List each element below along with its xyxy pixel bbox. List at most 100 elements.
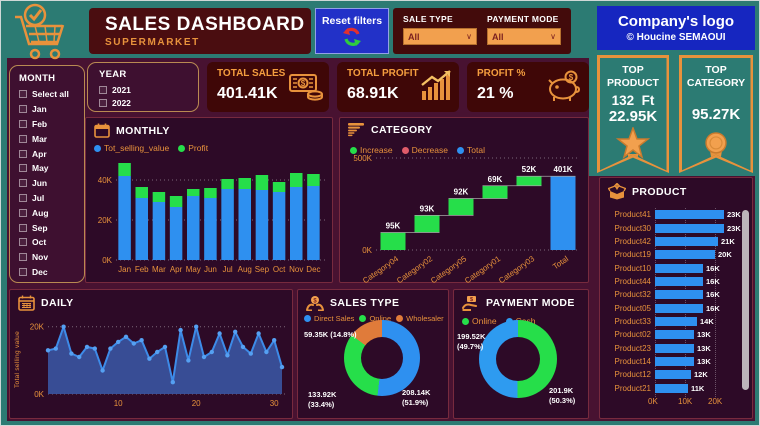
- checkbox-icon[interactable]: [19, 208, 27, 217]
- product-bar-Product12[interactable]: [655, 370, 691, 380]
- checkbox-icon[interactable]: [19, 253, 27, 262]
- month-item-apr[interactable]: Apr: [19, 146, 84, 161]
- waterfall-bar-Category02[interactable]: [414, 215, 440, 233]
- daily-point-day-31[interactable]: [279, 364, 285, 370]
- sales-type-donut[interactable]: [344, 320, 420, 396]
- waterfall-bar-Total[interactable]: [550, 176, 576, 250]
- daily-point-day-2[interactable]: [53, 346, 58, 351]
- daily-point-day-6[interactable]: [84, 344, 90, 350]
- month-item-may[interactable]: May: [19, 161, 84, 176]
- monthly-bar-Jan-Tot_selling_value[interactable]: [118, 176, 131, 260]
- daily-point-day-20[interactable]: [194, 324, 199, 329]
- legend-item-tot_selling_value[interactable]: Tot_selling_value: [94, 143, 169, 153]
- daily-point-day-5[interactable]: [77, 354, 82, 360]
- monthly-bar-Nov-Profit[interactable]: [290, 173, 303, 187]
- monthly-bar-Feb-Tot_selling_value[interactable]: [135, 198, 149, 260]
- daily-point-day-25[interactable]: [233, 329, 238, 334]
- year-item-2022[interactable]: 2022: [99, 97, 198, 111]
- monthly-bar-Jun-Tot_selling_value[interactable]: [204, 198, 217, 260]
- daily-point-day-8[interactable]: [100, 368, 105, 373]
- monthly-bar-Feb-Profit[interactable]: [135, 187, 149, 198]
- product-bar-Product14[interactable]: [655, 356, 694, 366]
- monthly-bar-Jun-Profit[interactable]: [204, 188, 217, 198]
- daily-point-day-9[interactable]: [108, 346, 113, 351]
- daily-point-day-17[interactable]: [170, 380, 175, 385]
- monthly-bar-Aug-Tot_selling_value[interactable]: [238, 189, 252, 260]
- checkbox-icon[interactable]: [19, 223, 27, 232]
- month-item-dec[interactable]: Dec: [19, 265, 84, 280]
- daily-point-day-12[interactable]: [131, 341, 136, 346]
- checkbox-icon[interactable]: [19, 105, 27, 114]
- daily-point-day-11[interactable]: [123, 334, 129, 339]
- legend-item-online[interactable]: Online: [462, 316, 497, 326]
- product-bar-Product44[interactable]: [655, 276, 703, 286]
- checkbox-icon[interactable]: [19, 267, 27, 276]
- checkbox-icon[interactable]: [19, 149, 27, 158]
- monthly-bar-Sep-Tot_selling_value[interactable]: [255, 190, 269, 260]
- sale-type-dropdown[interactable]: All ∨: [403, 28, 477, 45]
- monthly-bar-Sep-Profit[interactable]: [255, 175, 269, 190]
- checkbox-icon[interactable]: [99, 85, 107, 94]
- monthly-bar-May-Tot_selling_value[interactable]: [187, 196, 200, 260]
- monthly-bar-Oct-Tot_selling_value[interactable]: [272, 192, 286, 260]
- month-item-mar[interactable]: Mar: [19, 131, 84, 146]
- product-bar-Product10[interactable]: [655, 263, 703, 273]
- daily-point-day-22[interactable]: [209, 349, 214, 355]
- month-item-feb[interactable]: Feb: [19, 117, 84, 132]
- daily-point-day-18[interactable]: [178, 327, 183, 333]
- monthly-bar-Jan-Profit[interactable]: [118, 163, 131, 176]
- daily-point-day-26[interactable]: [240, 344, 246, 350]
- month-item-aug[interactable]: Aug: [19, 205, 84, 220]
- daily-point-day-27[interactable]: [248, 351, 253, 356]
- month-item-select-all[interactable]: Select all: [19, 87, 84, 102]
- product-bar-Product30[interactable]: [655, 223, 724, 233]
- checkbox-icon[interactable]: [19, 90, 27, 99]
- daily-point-day-29[interactable]: [264, 349, 269, 355]
- monthly-bar-Aug-Profit[interactable]: [238, 178, 252, 189]
- daily-point-day-1[interactable]: [45, 348, 51, 353]
- month-item-jul[interactable]: Jul: [19, 191, 84, 206]
- checkbox-icon[interactable]: [19, 238, 27, 247]
- product-bar-Product02[interactable]: [655, 330, 694, 340]
- checkbox-icon[interactable]: [19, 193, 27, 202]
- product-bar-Product05[interactable]: [655, 303, 703, 313]
- product-bar-Product19[interactable]: [655, 250, 715, 260]
- legend-item-increase[interactable]: Increase: [350, 145, 393, 155]
- legend-item-wholesaler[interactable]: Wholesaler: [396, 314, 444, 323]
- checkbox-icon[interactable]: [19, 164, 27, 173]
- monthly-bar-Dec-Profit[interactable]: [307, 174, 320, 186]
- monthly-bar-Dec-Tot_selling_value[interactable]: [307, 186, 320, 260]
- legend-item-profit[interactable]: Profit: [178, 143, 208, 153]
- reset-filters-button[interactable]: Reset filters: [315, 8, 389, 54]
- daily-point-day-19[interactable]: [186, 358, 191, 363]
- monthly-bar-Oct-Profit[interactable]: [272, 182, 286, 192]
- daily-point-day-3[interactable]: [61, 324, 66, 329]
- year-item-2021[interactable]: 2021: [99, 83, 198, 97]
- product-bar-Product32[interactable]: [655, 290, 703, 300]
- month-item-oct[interactable]: Oct: [19, 235, 84, 250]
- month-item-nov[interactable]: Nov: [19, 250, 84, 265]
- monthly-bar-Apr-Tot_selling_value[interactable]: [169, 207, 183, 260]
- daily-point-day-24[interactable]: [225, 353, 230, 358]
- month-item-sep[interactable]: Sep: [19, 220, 84, 235]
- daily-point-day-30[interactable]: [272, 338, 277, 343]
- daily-point-day-14[interactable]: [147, 356, 152, 361]
- month-item-jan[interactable]: Jan: [19, 102, 84, 117]
- legend-item-decrease[interactable]: Decrease: [401, 145, 448, 155]
- waterfall-bar-Category05[interactable]: [448, 198, 474, 216]
- product-bar-Product41[interactable]: [655, 210, 724, 220]
- product-bar-Product21[interactable]: [655, 383, 688, 393]
- payment-mode-donut[interactable]: [479, 320, 557, 398]
- daily-point-day-4[interactable]: [69, 351, 74, 356]
- checkbox-icon[interactable]: [19, 134, 27, 143]
- legend-item-total[interactable]: Total: [457, 145, 485, 155]
- product-bar-Product23[interactable]: [655, 343, 694, 353]
- waterfall-bar-Category03[interactable]: [516, 176, 542, 186]
- monthly-bar-Jul-Profit[interactable]: [221, 179, 234, 189]
- monthly-bar-Jul-Tot_selling_value[interactable]: [221, 189, 234, 260]
- daily-point-day-15[interactable]: [155, 349, 160, 355]
- checkbox-icon[interactable]: [19, 179, 27, 188]
- waterfall-bar-Category01[interactable]: [482, 185, 508, 199]
- daily-point-day-28[interactable]: [256, 331, 261, 336]
- monthly-bar-May-Profit[interactable]: [187, 189, 200, 196]
